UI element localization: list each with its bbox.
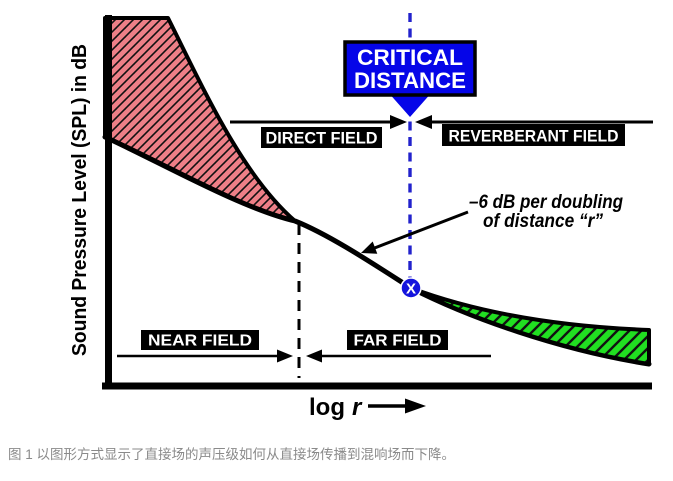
critical-distance-label-line1: CRITICAL [357,45,463,70]
reverberant-field-box [442,124,625,146]
slope-note-line1: –6 dB per doubling [469,192,623,213]
direct-field-box [261,127,382,148]
direct-field-arrowhead [390,115,407,129]
figure-caption: 图 1 以图形方式显示了直接场的声压级如何从直接场传播到混响场而下降。 [8,447,456,462]
direct-field-label: DIRECT FIELD [266,129,378,148]
critical-distance-box [343,40,477,97]
critical-distance-pointer [391,95,429,117]
reverberant-field-arrowhead [415,115,432,129]
reverberant-field-label: REVERBERANT FIELD [449,127,619,146]
x-axis-label-log: log [309,394,345,421]
reverberant-green-region [409,286,651,366]
far-field-label: FAR FIELD [354,333,442,350]
critical-point-marker [400,277,422,299]
far-field-arrowhead [306,349,322,363]
slope-note-arrow-line [371,210,469,251]
near-field-arrowhead [277,349,293,363]
y-axis-label: Sound Pressure Level (SPL) in dB [69,44,91,356]
x-axis-arrowhead [405,398,426,414]
slope-note-line2: of distance “r” [483,211,603,232]
far-field-box [347,330,448,350]
slope-note-arrowhead [361,241,378,254]
x-axis-label-r: r [352,394,363,421]
near-field-label: NEAR FIELD [148,333,252,350]
near-field-red-region [103,16,297,223]
near-field-box [141,330,259,350]
chart-svg: Sound Pressure Level (SPL) in dB DIRECT … [69,13,653,421]
critical-point-x: X [406,281,416,298]
critical-distance-label-line2: DISTANCE [354,68,466,93]
